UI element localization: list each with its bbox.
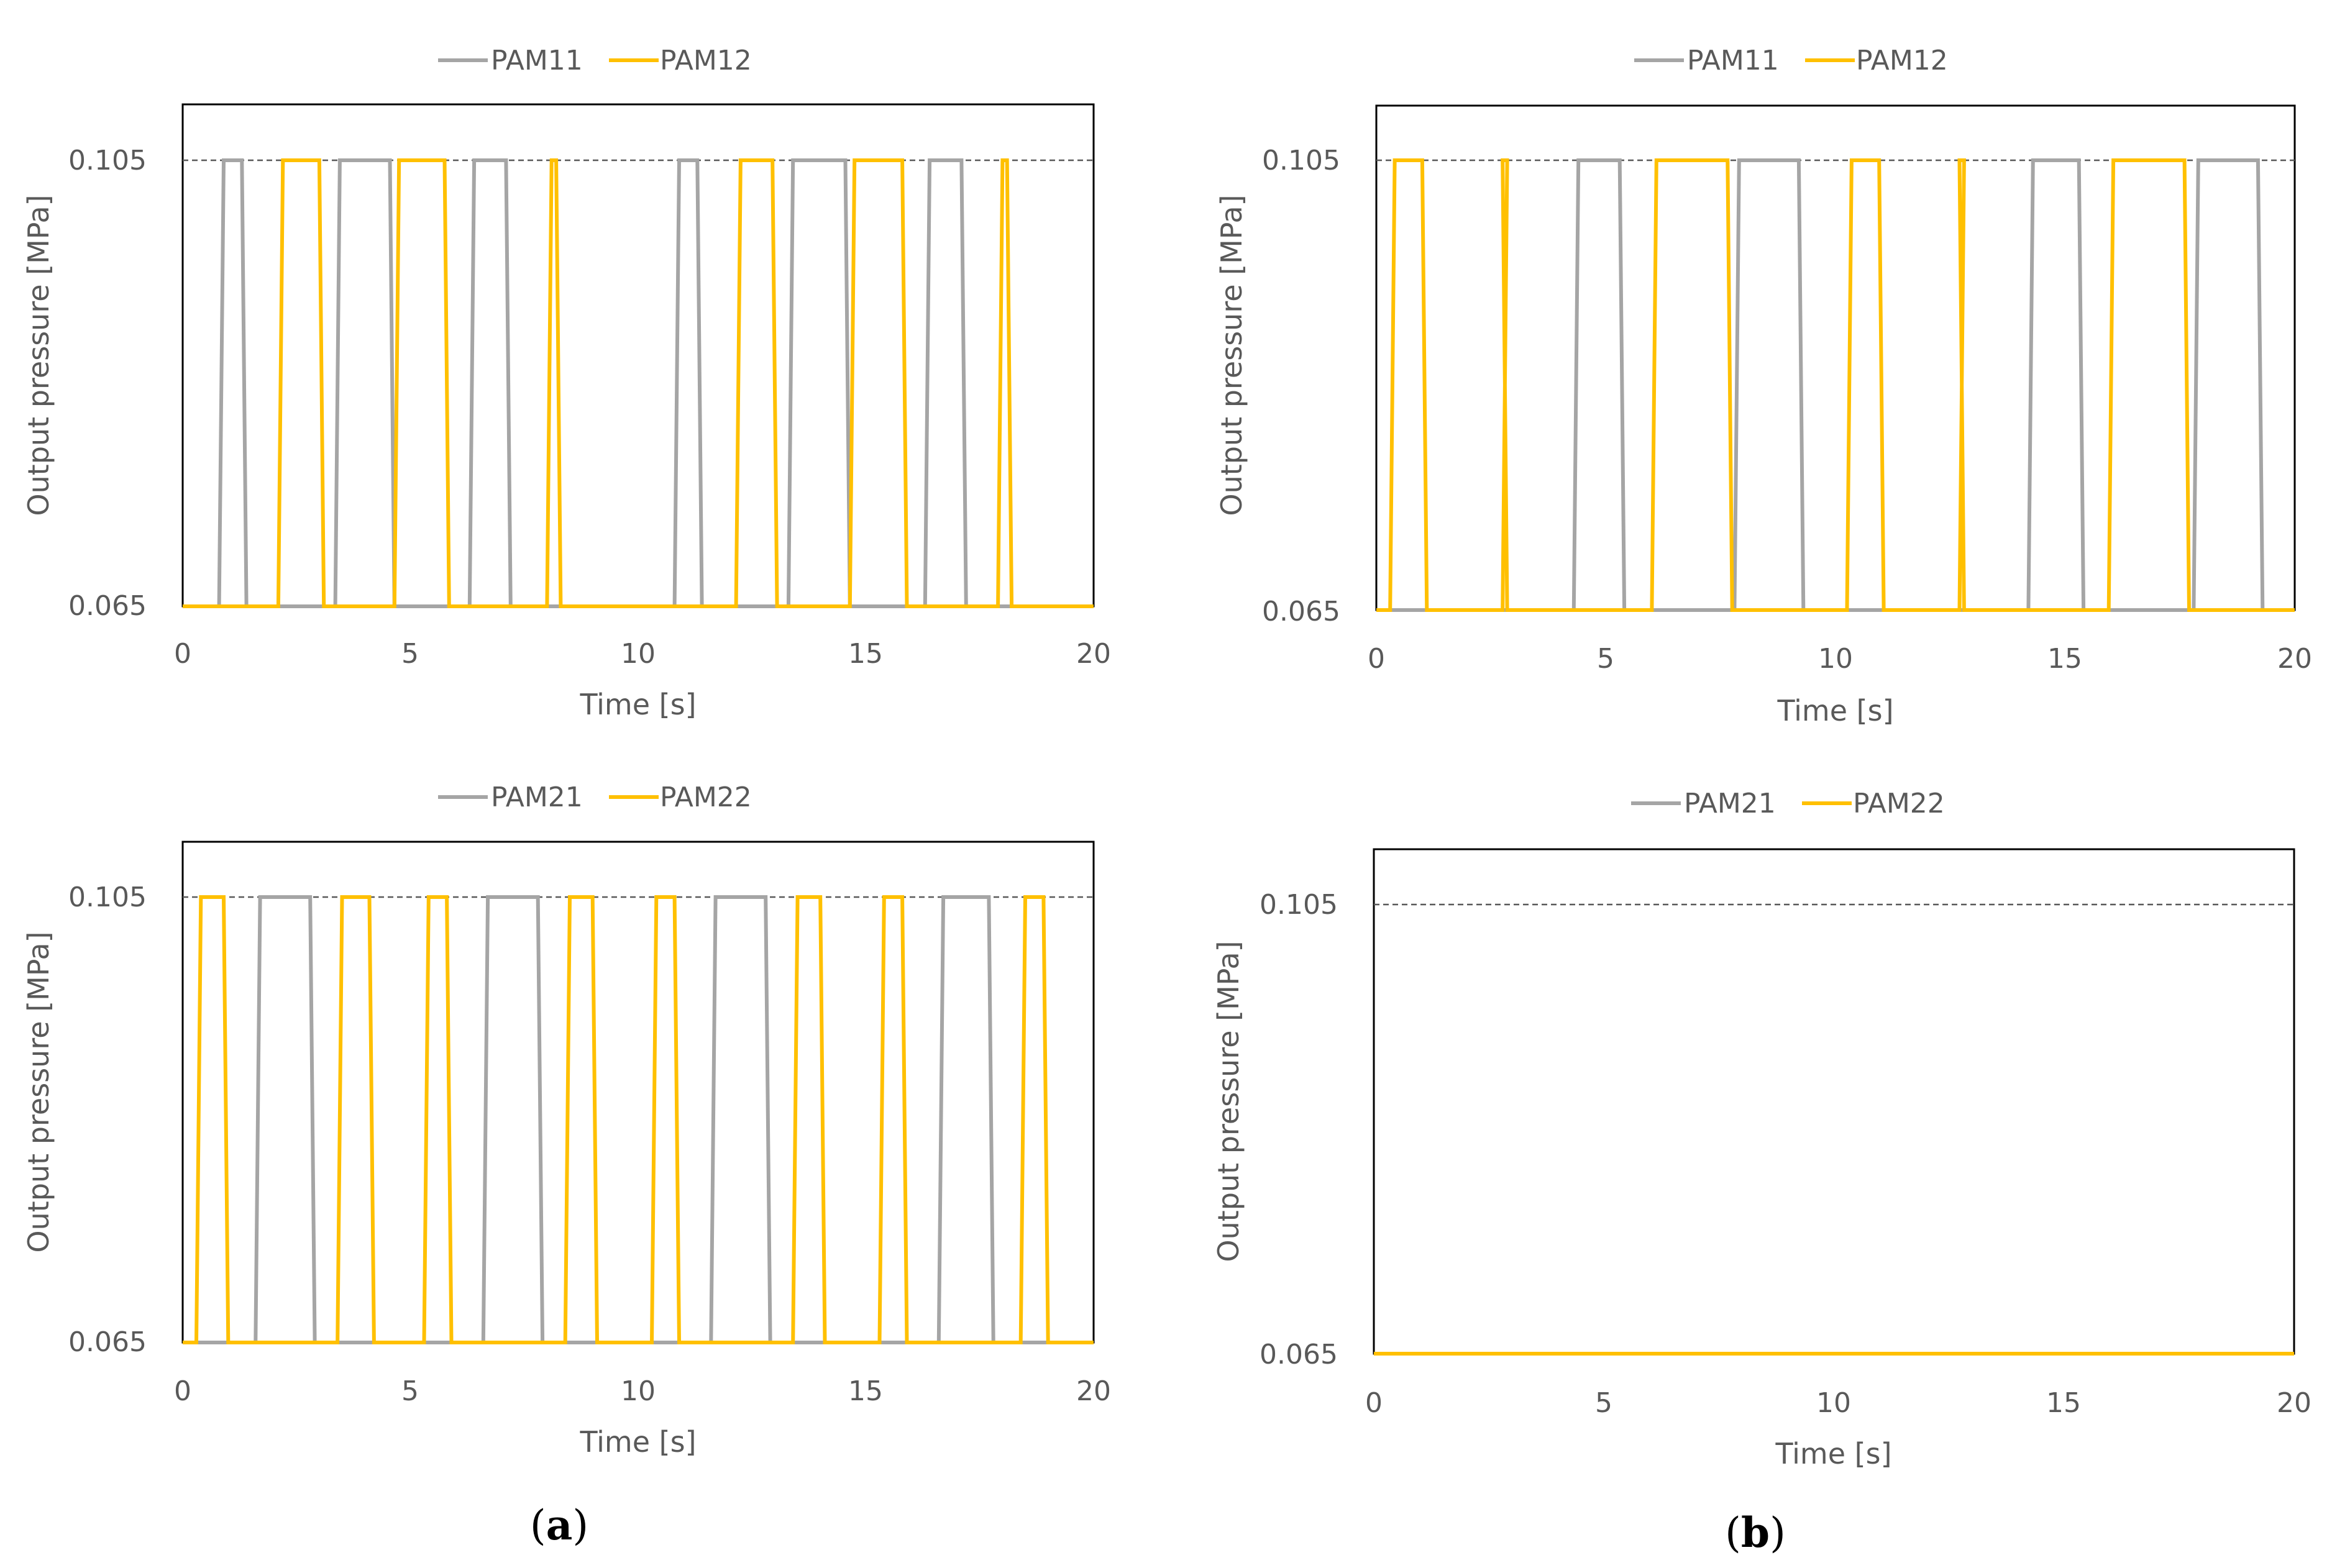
y-tick-label-0105: 0.105 [1262,145,1340,176]
panel-label-b-close: ) [1770,1509,1786,1557]
x-tick-label-15: 15 [848,638,883,670]
panel-label-a-open: ( [530,1502,546,1549]
x-tick-label-0: 0 [1365,1387,1383,1419]
legend-label-pam12: PAM12 [660,45,752,76]
x-tick-label-0: 0 [1368,643,1385,675]
x-tick-label-10: 10 [1816,1387,1851,1419]
x-tick-label-15: 15 [848,1375,883,1407]
y-axis-title: Output pressure [MPa] [22,931,55,1252]
x-tick-label-10: 10 [621,638,656,670]
x-tick-label-10: 10 [621,1375,656,1407]
panel-label-a: (a) [530,1501,588,1549]
x-axis-title: Time [s] [1775,1437,1891,1470]
panel-label-a-close: ) [572,1502,588,1549]
legend: PAM11 PAM12 [438,45,752,76]
x-axis-title: Time [s] [579,1425,696,1459]
series-pam12 [1376,158,2295,612]
y-axis-title: Output pressure [MPa] [1212,941,1245,1262]
y-tick-label-0065: 0.065 [68,1326,147,1358]
series-line-pam11 [1376,158,2295,612]
legend-label-pam22: PAM22 [1853,788,1945,819]
x-tick-label-15: 15 [2047,643,2082,675]
legend-label-pam11: PAM11 [1687,45,1779,76]
legend: PAM21 PAM22 [438,782,752,813]
legend-label-pam21: PAM21 [1684,788,1776,819]
x-tick-label-5: 5 [1595,1387,1612,1419]
x-tick-label-5: 5 [401,1375,419,1407]
x-axis-title: Time [s] [1776,694,1893,727]
plot-frame [181,841,1095,1344]
plot-frame [1373,848,2295,1355]
x-tick-label-15: 15 [2046,1387,2081,1419]
legend: PAM11 PAM12 [1634,45,1948,76]
x-tick-label-10: 10 [1818,643,1853,675]
x-tick-label-0: 0 [174,638,191,670]
y-axis-title: Output pressure [MPa] [1215,194,1248,516]
x-tick-label-20: 20 [1076,1375,1111,1407]
x-tick-label-5: 5 [1597,643,1614,675]
x-tick-label-0: 0 [174,1375,191,1407]
x-tick-label-20: 20 [2277,643,2312,675]
series-pam11 [1376,158,2295,612]
series-line-pam12 [1376,158,2295,612]
series-line-pam22 [183,895,1094,1344]
series-pam21 [183,895,1094,1344]
series-line-pam12 [183,158,1094,608]
panel-label-b: (b) [1725,1508,1786,1557]
plot-frame [1375,104,2296,611]
panel-label-a-letter: a [546,1501,573,1549]
chart-a-top: PAM11 PAM12 0.105 0.065 0 5 10 15 20 Tim… [22,45,1111,721]
chart-b-bottom: PAM21 PAM22 0.105 0.065 0 5 10 15 20 Tim… [1212,788,2311,1470]
y-tick-label-0065: 0.065 [1260,1339,1338,1370]
x-tick-label-20: 20 [1076,638,1111,670]
chart-b-top: PAM11 PAM12 0.105 0.065 0 5 10 15 20 Tim… [1215,45,2312,727]
y-tick-label-0105: 0.105 [68,882,147,913]
legend: PAM21 PAM22 [1631,788,1945,819]
y-tick-label-0105: 0.105 [1260,889,1338,921]
chart-a-bottom: PAM21 PAM22 0.105 0.065 0 5 10 15 20 Tim… [22,782,1111,1459]
legend-label-pam22: PAM22 [660,782,752,813]
y-axis-title: Output pressure [MPa] [22,194,55,516]
y-tick-label-0065: 0.065 [68,590,147,622]
series-line-pam21 [183,895,1094,1344]
panel-label-b-letter: b [1741,1508,1770,1557]
panel-label-b-open: ( [1725,1509,1741,1557]
series-pam22 [183,895,1094,1344]
x-tick-label-20: 20 [2277,1387,2311,1419]
x-axis-title: Time [s] [579,688,696,721]
legend-label-pam21: PAM21 [491,782,583,813]
legend-label-pam11: PAM11 [491,45,583,76]
series-pam12 [183,158,1094,608]
x-tick-label-5: 5 [401,638,419,670]
legend-label-pam12: PAM12 [1856,45,1948,76]
y-tick-label-0105: 0.105 [68,145,147,176]
y-tick-label-0065: 0.065 [1262,596,1340,627]
